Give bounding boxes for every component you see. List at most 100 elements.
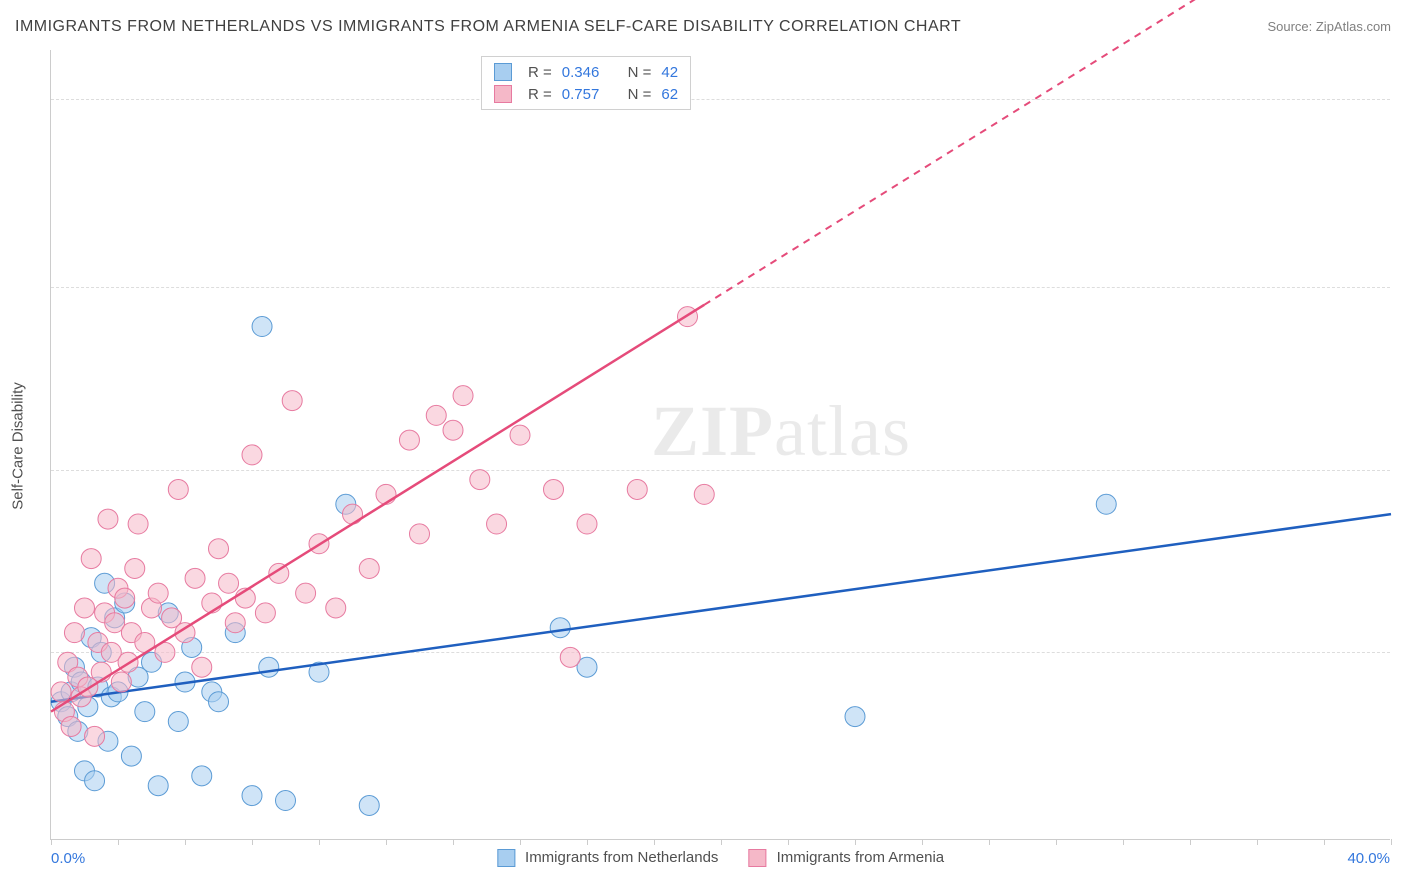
chart-title: IMMIGRANTS FROM NETHERLANDS VS IMMIGRANT… [15,18,961,36]
data-point [192,766,212,786]
x-tick [51,839,52,845]
data-point [81,549,101,569]
data-point [64,623,84,643]
x-tick [989,839,990,845]
data-point [282,391,302,411]
data-point [115,588,135,608]
data-point [359,558,379,578]
data-point [61,716,81,736]
r-label: R = [528,86,552,103]
legend-item-armenia: Immigrants from Armenia [748,849,944,867]
data-point [276,791,296,811]
data-point [550,618,570,638]
scatter-plot-area: ZIPatlas R = 0.346 N = 42 R = 0.757 N = … [50,50,1390,840]
x-tick [252,839,253,845]
data-point [242,445,262,465]
x-tick [1257,839,1258,845]
data-point [168,712,188,732]
n-label: N = [628,86,652,103]
x-tick [587,839,588,845]
swatch-armenia [494,85,512,103]
data-point [75,598,95,618]
data-point [627,479,647,499]
r-value-netherlands: 0.346 [562,64,600,81]
data-point [125,558,145,578]
x-tick [185,839,186,845]
data-point [225,613,245,633]
data-point [399,430,419,450]
data-point [128,514,148,534]
data-point [410,524,430,544]
chart-svg [51,50,1390,839]
data-point [121,746,141,766]
x-axis-max: 40.0% [1347,850,1390,867]
trend-line [51,514,1391,702]
data-point [111,672,131,692]
series-legend: Immigrants from Netherlands Immigrants f… [497,849,944,867]
data-point [426,405,446,425]
r-value-armenia: 0.757 [562,86,600,103]
data-point [544,479,564,499]
r-label: R = [528,64,552,81]
data-point [252,317,272,337]
data-point [453,386,473,406]
x-tick [1056,839,1057,845]
legend-row-netherlands: R = 0.346 N = 42 [494,61,678,83]
data-point [135,702,155,722]
data-point [487,514,507,534]
x-tick [319,839,320,845]
x-tick [520,839,521,845]
data-point [510,425,530,445]
data-point [296,583,316,603]
x-tick [788,839,789,845]
data-point [148,776,168,796]
n-value-netherlands: 42 [661,64,678,81]
legend-label-armenia: Immigrants from Armenia [777,849,945,866]
data-point [148,583,168,603]
swatch-netherlands-icon [497,849,515,867]
x-tick [453,839,454,845]
data-point [1096,494,1116,514]
n-value-armenia: 62 [661,86,678,103]
x-tick [721,839,722,845]
y-axis-title: Self-Care Disability [10,382,27,510]
data-point [376,484,396,504]
data-point [168,479,188,499]
data-point [209,692,229,712]
x-tick [855,839,856,845]
legend-row-armenia: R = 0.757 N = 62 [494,83,678,105]
x-tick [1190,839,1191,845]
trend-line-extrapolated [704,0,1391,305]
data-point [192,657,212,677]
trend-line [51,305,704,712]
swatch-armenia-icon [748,849,766,867]
x-axis-min: 0.0% [51,850,85,867]
data-point [98,509,118,529]
data-point [219,573,239,593]
data-point [85,771,105,791]
data-point [255,603,275,623]
data-point [242,786,262,806]
data-point [51,682,71,702]
data-point [560,647,580,667]
x-tick [118,839,119,845]
data-point [577,514,597,534]
data-point [359,795,379,815]
data-point [694,484,714,504]
swatch-netherlands [494,63,512,81]
x-tick [386,839,387,845]
data-point [259,657,279,677]
x-tick [654,839,655,845]
data-point [845,707,865,727]
data-point [343,504,363,524]
data-point [470,470,490,490]
x-tick [1391,839,1392,845]
x-tick [1324,839,1325,845]
correlation-legend: R = 0.346 N = 42 R = 0.757 N = 62 [481,56,691,110]
legend-item-netherlands: Immigrants from Netherlands [497,849,719,867]
x-tick [922,839,923,845]
data-point [209,539,229,559]
data-point [443,420,463,440]
n-label: N = [628,64,652,81]
data-point [185,568,205,588]
